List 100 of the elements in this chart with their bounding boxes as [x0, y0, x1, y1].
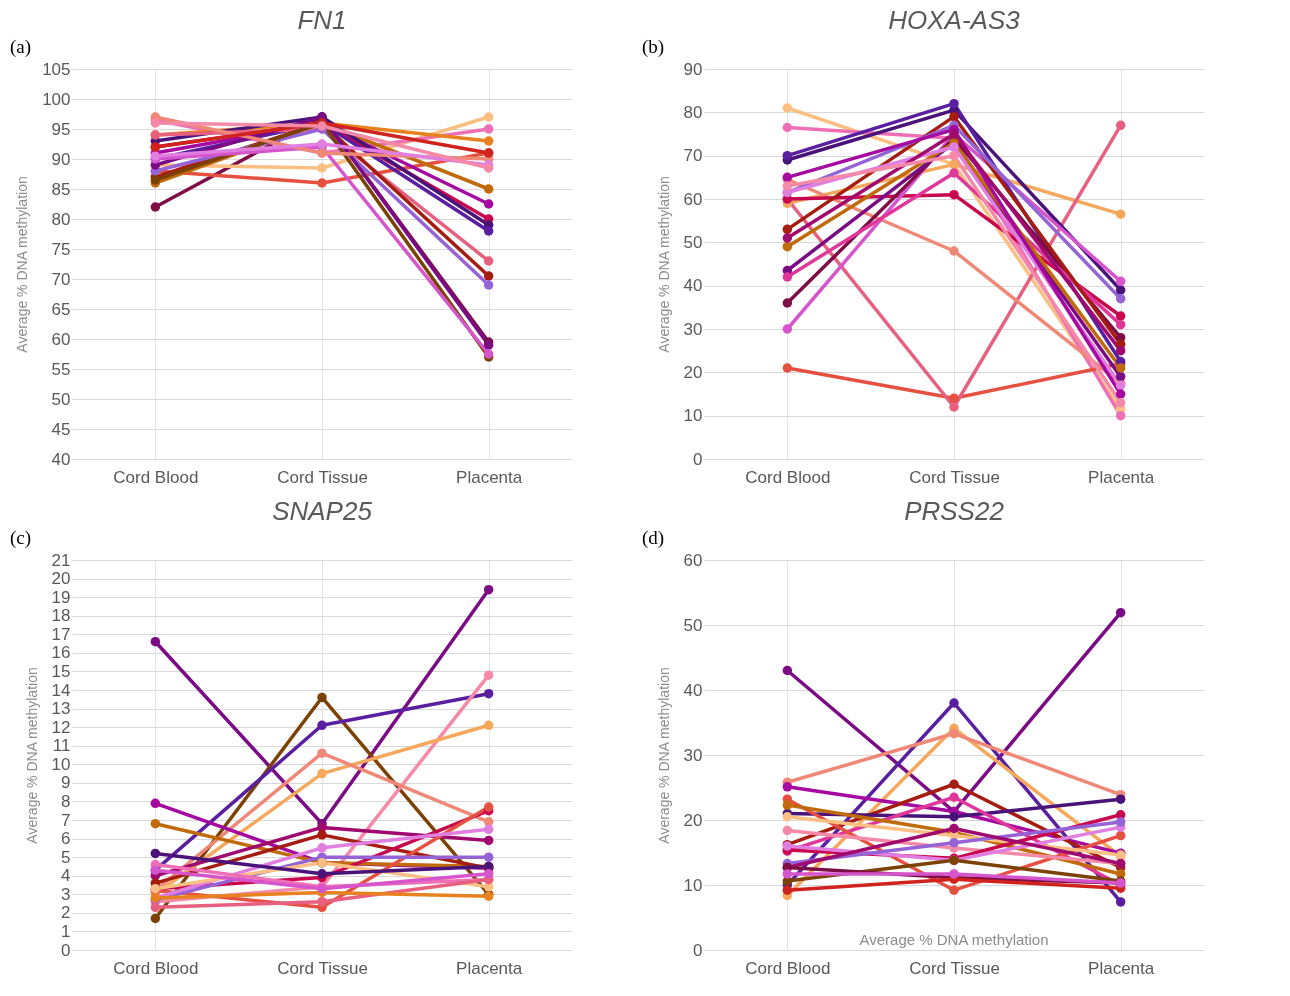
- annotation: Average % DNA methylation: [859, 931, 1049, 948]
- y-tick-label: 45: [51, 419, 71, 439]
- text: (d): [642, 527, 665, 549]
- point: [782, 298, 793, 308]
- x-tick-label: Cord Tissue: [277, 467, 368, 487]
- y-tick-label: 10: [683, 875, 703, 895]
- y-tick-label: 13: [51, 699, 71, 719]
- x-tick-label: Cord Tissue: [909, 467, 1000, 487]
- y-tick-label: 70: [683, 146, 703, 166]
- point: [317, 830, 327, 840]
- x-tick-label: Placenta: [1088, 467, 1155, 487]
- point: [782, 885, 793, 895]
- point: [1115, 311, 1126, 321]
- point: [1115, 607, 1126, 618]
- y-tick-label: 80: [51, 209, 71, 229]
- x-tick-label: Cord Tissue: [277, 958, 368, 978]
- point: [782, 782, 793, 792]
- point: [782, 869, 793, 879]
- y-tick-label: 20: [683, 362, 703, 382]
- point: [1115, 817, 1126, 827]
- point: [483, 199, 494, 209]
- point: [782, 800, 793, 810]
- point: [317, 720, 327, 731]
- point: [483, 124, 494, 134]
- y-tick-label: 11: [52, 736, 71, 756]
- x-tick-label: Cord Blood: [113, 467, 199, 487]
- point: [782, 181, 793, 191]
- y-tick-label: 18: [51, 606, 71, 626]
- y-tick-label: 105: [42, 59, 71, 79]
- point: [483, 835, 494, 846]
- y-tick-label: 60: [51, 329, 71, 349]
- y-tick-label: 40: [51, 449, 71, 469]
- point: [1115, 794, 1126, 804]
- y-tick-label: 1: [61, 921, 71, 941]
- point: [782, 241, 793, 252]
- point: [949, 189, 959, 200]
- point: [1115, 389, 1126, 399]
- x-tick-label: Placenta: [1088, 958, 1155, 978]
- point: [483, 256, 494, 266]
- point: [317, 843, 327, 853]
- point: [317, 896, 327, 907]
- point: [483, 280, 494, 290]
- y-tick-label: 95: [51, 119, 71, 139]
- y-tick-label: 65: [51, 299, 71, 319]
- point: [782, 324, 793, 334]
- point: [1115, 897, 1126, 907]
- point: [317, 163, 327, 173]
- point: [949, 111, 959, 122]
- y-tick-label: 7: [61, 810, 71, 830]
- point: [782, 103, 793, 113]
- chart-title: SNAP25: [272, 496, 373, 526]
- y-tick-label: 90: [51, 149, 71, 169]
- point: [317, 178, 327, 188]
- y-tick-label: 0: [61, 940, 71, 960]
- point: [483, 720, 494, 731]
- point: [782, 150, 793, 161]
- y-tick-label: 16: [51, 643, 71, 663]
- point: [949, 168, 959, 178]
- y-tick-label: 50: [51, 389, 71, 409]
- y-tick-label: 50: [683, 232, 703, 252]
- y-tick-label: 80: [683, 102, 703, 122]
- point: [483, 802, 494, 812]
- y-tick-label: 12: [51, 717, 71, 737]
- point: [949, 792, 959, 802]
- y-tick-label: 90: [683, 59, 703, 79]
- y-tick-label: 15: [51, 661, 71, 681]
- y-tick-label: 21: [51, 550, 71, 570]
- chart-title: FN1: [297, 5, 347, 35]
- y-tick-label: 40: [683, 276, 703, 296]
- x-tick-label: Placenta: [456, 467, 523, 487]
- y-tick-label: 60: [683, 550, 703, 570]
- point: [949, 150, 959, 161]
- point: [483, 271, 494, 281]
- point: [150, 818, 161, 829]
- y-tick-label: 19: [51, 587, 71, 607]
- point: [949, 779, 959, 789]
- point: [949, 402, 959, 412]
- y-tick-label: 30: [683, 319, 703, 339]
- point: [1115, 120, 1126, 131]
- point: [949, 838, 959, 848]
- x-tick-label: Cord Blood: [745, 958, 831, 978]
- point: [483, 852, 494, 862]
- point: [483, 670, 494, 680]
- point: [150, 902, 161, 913]
- y-axis-title: Average % DNA methylation: [655, 176, 672, 353]
- y-tick-label: 60: [683, 189, 703, 209]
- point: [1115, 293, 1126, 304]
- point: [483, 688, 494, 699]
- point: [782, 233, 793, 243]
- point: [483, 184, 494, 194]
- y-tick-label: 4: [61, 866, 71, 886]
- point: [483, 869, 494, 879]
- point: [150, 848, 161, 859]
- point: [782, 363, 793, 373]
- y-tick-label: 100: [42, 89, 71, 109]
- point: [782, 812, 793, 822]
- point: [1115, 276, 1126, 287]
- y-axis-title: Average % DNA methylation: [655, 667, 672, 844]
- point: [317, 869, 327, 879]
- point: [483, 112, 494, 122]
